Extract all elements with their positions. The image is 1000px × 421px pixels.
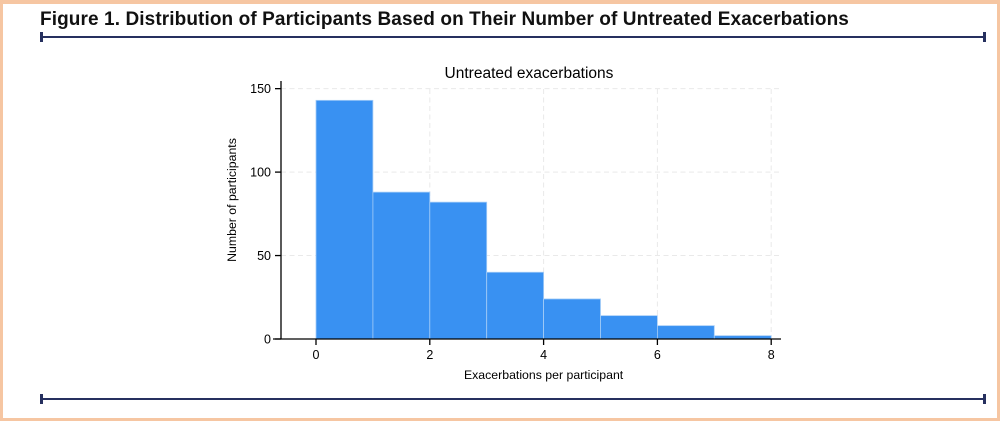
histogram-bar <box>543 298 601 340</box>
histogram-bar <box>315 99 374 340</box>
histogram-bar <box>600 315 658 340</box>
x-tick-label: 8 <box>768 348 775 362</box>
x-tick-label: 6 <box>654 348 661 362</box>
histogram-bar <box>657 325 715 340</box>
x-tick-label: 2 <box>426 348 433 362</box>
y-axis-label: Number of participants <box>225 138 239 262</box>
x-tick-label: 0 <box>313 348 320 362</box>
y-tick-label: 50 <box>257 249 271 263</box>
divider-right-cap <box>983 394 986 404</box>
chart-title: Untreated exacerbations <box>445 65 614 82</box>
divider-line <box>43 36 983 38</box>
y-tick-label: 0 <box>264 333 271 347</box>
histogram-bar <box>486 271 545 340</box>
top-divider <box>40 32 986 42</box>
y-tick-label: 100 <box>250 166 271 180</box>
y-tick-label: 150 <box>250 82 271 96</box>
x-tick-label: 4 <box>540 348 547 362</box>
x-axis-label: Exacerbations per participant <box>464 368 624 382</box>
divider-right-cap <box>983 32 986 42</box>
histogram-chart: 0 50 100 150 0 2 4 6 8 Untreated exacerbations Exa… <box>225 65 781 382</box>
divider-line <box>43 398 983 400</box>
bottom-divider <box>40 394 986 404</box>
histogram-bar <box>429 201 488 340</box>
figure-title: Figure 1. Distribution of Participants B… <box>40 9 849 30</box>
divider-left-cap <box>40 32 43 42</box>
divider-left-cap <box>40 394 43 404</box>
histogram-bar <box>372 191 431 340</box>
